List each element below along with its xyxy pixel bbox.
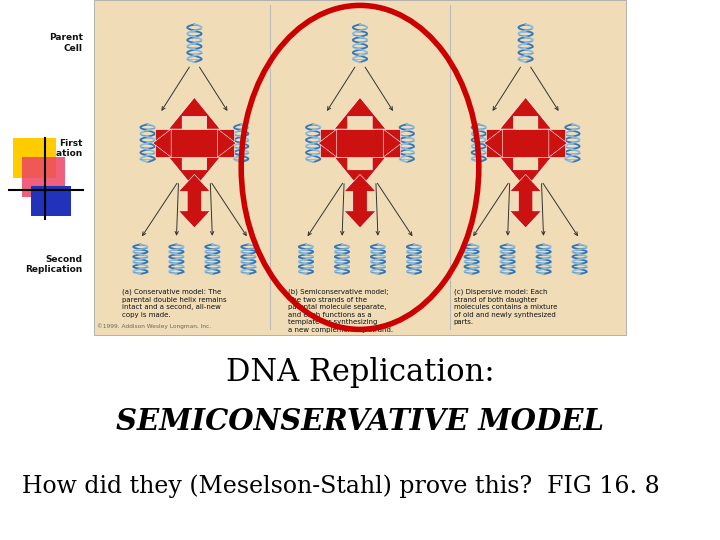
Text: Second
Replication: Second Replication (25, 255, 83, 274)
Text: ©1999. Addison Wesley Longman, Inc.: ©1999. Addison Wesley Longman, Inc. (97, 324, 212, 329)
Bar (13, 138, 56, 178)
Bar (22, 157, 65, 197)
Text: (b) Semiconservative model;
The two strands of the
parental molecule separate,
a: (b) Semiconservative model; The two stra… (288, 289, 393, 333)
Polygon shape (486, 129, 565, 157)
Polygon shape (500, 157, 552, 189)
Polygon shape (500, 97, 552, 129)
Text: DNA Replication:: DNA Replication: (225, 357, 495, 388)
Polygon shape (549, 129, 567, 157)
Polygon shape (320, 129, 400, 157)
Polygon shape (318, 129, 337, 157)
Polygon shape (383, 129, 402, 157)
Polygon shape (168, 97, 220, 129)
Polygon shape (334, 97, 386, 129)
Polygon shape (510, 174, 541, 228)
Polygon shape (168, 157, 220, 189)
Polygon shape (155, 129, 234, 157)
Polygon shape (179, 174, 210, 228)
Polygon shape (484, 129, 503, 157)
Polygon shape (334, 157, 386, 189)
Text: Parent
Cell: Parent Cell (49, 33, 83, 53)
Text: SEMICONSERVATIVE MODEL: SEMICONSERVATIVE MODEL (116, 407, 604, 436)
Bar (94, 0, 626, 335)
Polygon shape (153, 129, 171, 157)
Text: (c) Dispersive model: Each
strand of both daughter
molecules contains a mixture
: (c) Dispersive model: Each strand of bot… (454, 289, 557, 326)
Text: How did they (Meselson-Stahl) prove this?  FIG 16. 8: How did they (Meselson-Stahl) prove this… (22, 474, 660, 498)
Polygon shape (217, 129, 236, 157)
Text: (a) Conservative model: The
parental double helix remains
intact and a second, a: (a) Conservative model: The parental dou… (122, 289, 227, 318)
Polygon shape (344, 174, 376, 228)
Text: First
Replication: First Replication (25, 139, 83, 158)
Bar (31, 186, 71, 216)
